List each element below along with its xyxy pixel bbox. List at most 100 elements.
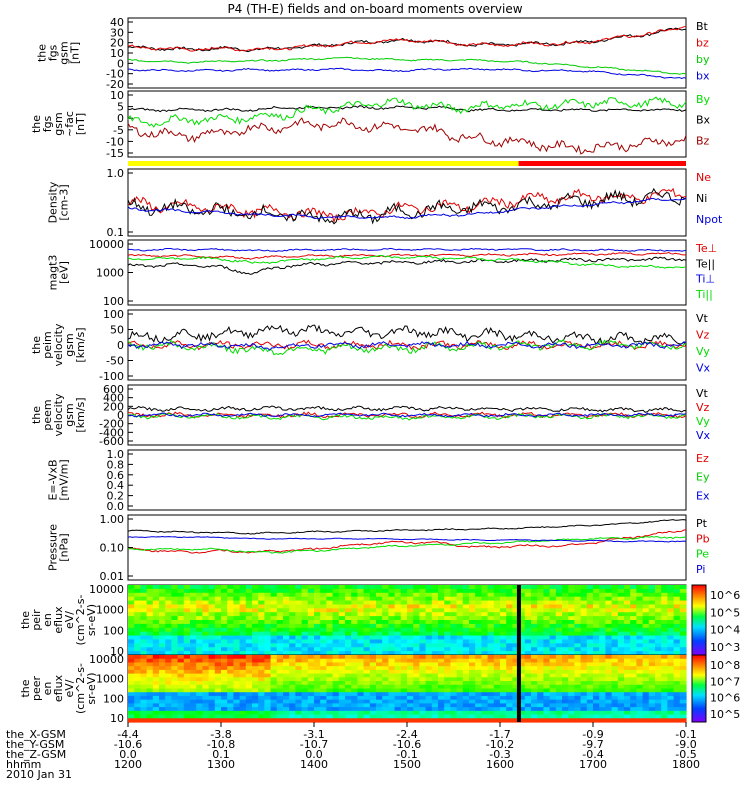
spectrogram-cell xyxy=(382,600,389,606)
spectrogram-cell xyxy=(351,692,358,697)
spectrogram-cell xyxy=(140,718,148,723)
spectrogram-cell xyxy=(202,707,210,712)
spectrogram-cell xyxy=(264,647,272,652)
spectrogram-cell xyxy=(221,710,228,716)
spectrogram-cell xyxy=(568,651,575,656)
spectrogram-cell xyxy=(245,596,253,602)
spectrogram-cell xyxy=(239,695,247,701)
spectrogram-cell xyxy=(431,631,439,637)
ylabel-line: peim xyxy=(41,331,54,359)
spectrogram-cell xyxy=(233,620,241,625)
spectrogram-cell xyxy=(258,699,265,704)
spectrogram-cell xyxy=(673,588,681,594)
spectrogram-cell xyxy=(252,699,259,704)
spectrogram-cell xyxy=(190,631,197,637)
spectrogram-cell xyxy=(239,627,247,633)
spectrogram-cell xyxy=(568,699,575,704)
spectrogram-cell xyxy=(190,635,197,641)
spectrogram-cell xyxy=(283,620,290,625)
footer-value: -2.4 xyxy=(396,728,417,741)
spectrogram-cell xyxy=(562,666,569,671)
spectrogram-cell xyxy=(679,608,687,613)
spectrogram-cell xyxy=(221,718,228,723)
panel-9: thepeirenefluxeV/(cm^2-s-sr-eV)100001000… xyxy=(19,583,740,658)
spectrogram-cell xyxy=(580,710,588,716)
spectrogram-cell xyxy=(134,647,141,652)
spectrogram-cell xyxy=(462,627,470,633)
footer-value: -10.2 xyxy=(486,738,514,751)
spectrogram-cell xyxy=(549,604,557,609)
ylabel-line: velocity xyxy=(52,323,65,366)
spectrogram-cell xyxy=(617,658,625,664)
spectrogram-cell xyxy=(555,673,563,678)
spectrogram-cell xyxy=(431,707,439,712)
spectrogram-cell xyxy=(524,699,532,704)
spectrogram-cell xyxy=(388,714,396,719)
spectrogram-cell xyxy=(574,707,582,712)
spectrogram-cell xyxy=(531,608,538,613)
spectrogram-cell xyxy=(400,714,408,719)
spectrogram-cell xyxy=(134,688,141,693)
spectrogram-cell xyxy=(140,669,148,675)
spectrogram-cell xyxy=(524,718,532,723)
spectrogram-cell xyxy=(512,631,520,637)
spectrogram-cell xyxy=(543,604,551,609)
spectrogram-cell xyxy=(512,718,520,723)
spectrogram-cell xyxy=(252,651,259,656)
spectrogram-cell xyxy=(227,643,234,648)
spectrogram-cell xyxy=(481,692,489,697)
spectrogram-cell xyxy=(270,604,278,609)
spectrogram-cell xyxy=(493,688,501,693)
spectrogram-cell xyxy=(500,604,507,609)
spectrogram-cell xyxy=(301,585,309,590)
footer-value: -9.7 xyxy=(582,738,603,751)
spectrogram-cell xyxy=(264,658,272,664)
spectrogram-cell xyxy=(593,707,600,712)
spectrogram-cell xyxy=(245,604,253,609)
spectrogram-cell xyxy=(301,688,309,693)
spectrogram-cell xyxy=(636,635,644,641)
legend-entry: Pb xyxy=(696,532,710,545)
spectrogram-cell xyxy=(190,639,197,644)
y-tick-label: 100 xyxy=(103,295,124,308)
spectrogram-cell xyxy=(648,604,656,609)
spectrogram-cell xyxy=(524,612,532,617)
spectrogram-cell xyxy=(264,655,272,660)
spectrogram-cell xyxy=(388,707,396,712)
spectrogram-cell xyxy=(152,612,160,617)
spectrogram-cell xyxy=(419,651,427,656)
spectrogram-cell xyxy=(258,662,265,667)
spectrogram-cell xyxy=(233,604,241,609)
spectrogram-cell xyxy=(202,608,210,613)
spectrogram-cell xyxy=(413,673,420,678)
spectrogram-cell xyxy=(214,639,222,644)
spectrogram-cell xyxy=(549,677,557,682)
spectrogram-cell xyxy=(345,666,352,671)
spectrogram-cell xyxy=(258,643,265,648)
spectrogram-cell xyxy=(555,596,563,602)
spectrogram-cell xyxy=(593,620,600,625)
spectrogram-cell xyxy=(252,612,259,617)
spectrogram-cell xyxy=(624,651,631,656)
spectrogram-cell xyxy=(574,635,582,641)
spectrogram-cell xyxy=(332,604,340,609)
spectrogram-cell xyxy=(233,666,241,671)
spectrogram-cell xyxy=(568,695,575,701)
spectrogram-cell xyxy=(655,620,662,625)
spectrogram-cell xyxy=(431,658,439,664)
spectrogram-cell xyxy=(500,627,507,633)
spectrogram-cell xyxy=(419,627,427,633)
spectrogram-cell xyxy=(518,620,526,625)
spectrogram-cell xyxy=(444,647,451,652)
spectrogram-cell xyxy=(140,655,148,660)
spectrogram-cell xyxy=(351,681,358,686)
spectrogram-cell xyxy=(165,703,172,708)
spectrogram-cell xyxy=(301,623,309,629)
spectrogram-cell xyxy=(183,620,191,625)
y-tick-label: -50 xyxy=(106,355,124,368)
spectrogram-cell xyxy=(599,688,606,693)
spectrogram-cell xyxy=(624,608,631,613)
spectrogram-cell xyxy=(369,651,377,656)
spectrogram-cell xyxy=(146,647,154,652)
spectrogram-cell xyxy=(500,651,507,656)
